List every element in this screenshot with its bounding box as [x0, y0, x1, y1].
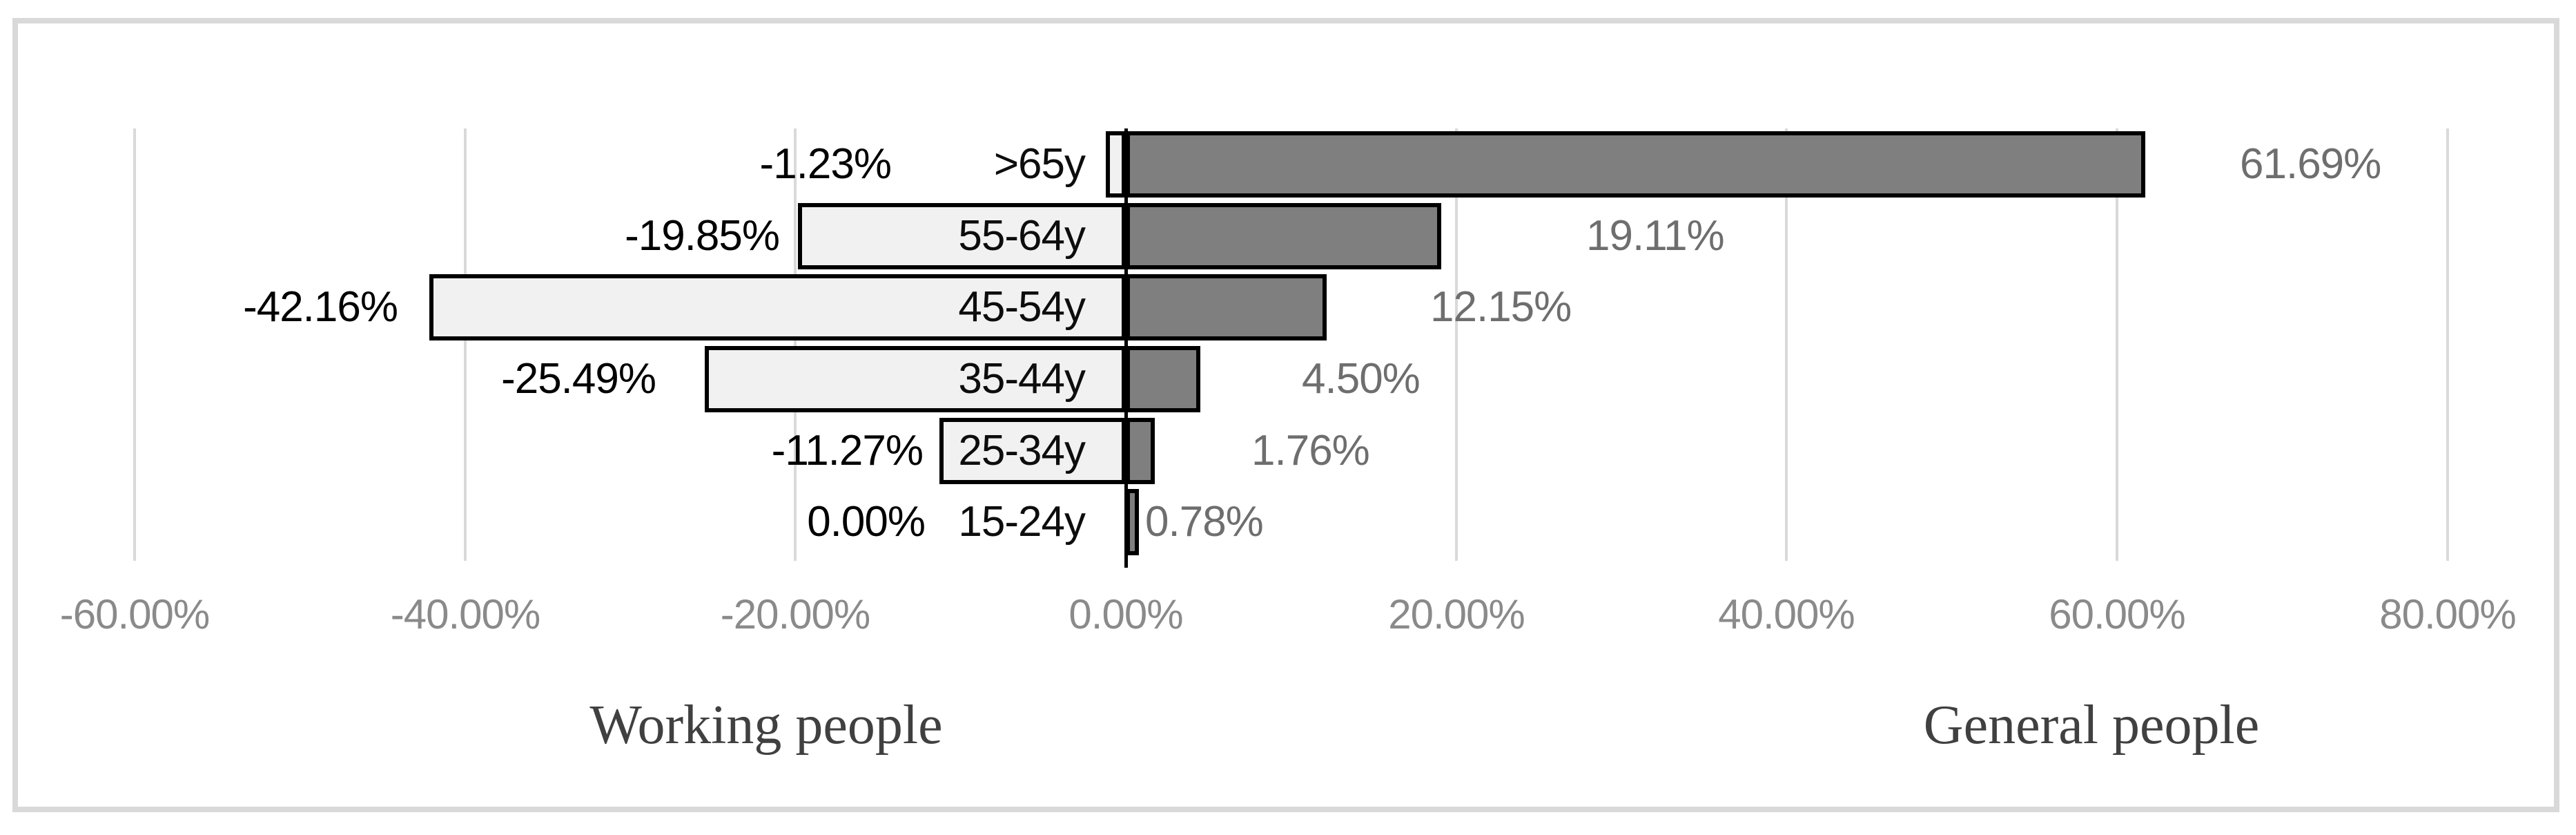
gridline--40 [464, 128, 467, 561]
bar-general-people-55-64y [1126, 203, 1441, 269]
gridline-20 [1455, 128, 1458, 561]
data-label-general-people-45-54y: 12.15% [1430, 283, 1572, 331]
x-tick-label-40: 40.00% [1718, 591, 1855, 637]
category-label-15-24y: 15-24y [958, 498, 1086, 546]
data-label-general-people-35-44y: 4.50% [1302, 355, 1421, 403]
bar-working-people-45-54y [429, 274, 1126, 340]
bar-working-people-gt65y [1106, 131, 1126, 198]
data-label-general-people-gt65y: 61.69% [2240, 140, 2381, 188]
x-tick-label-20: 20.00% [1388, 591, 1525, 637]
data-label-working-people-45-54y: -42.16% [243, 283, 398, 331]
category-label-35-44y: 35-44y [958, 355, 1086, 403]
category-label-55-64y: 55-64y [958, 212, 1086, 260]
x-tick-label-80: 80.00% [2379, 591, 2517, 637]
bar-general-people-gt65y [1126, 131, 2145, 198]
gridline-40 [1785, 128, 1788, 561]
category-label-gt65y: >65y [993, 140, 1086, 188]
bar-working-people-35-44y [705, 346, 1126, 412]
gridline--60 [133, 128, 136, 561]
bar-general-people-25-34y [1126, 418, 1155, 484]
data-label-working-people-35-44y: -25.49% [501, 355, 656, 403]
category-label-25-34y: 25-34y [958, 427, 1086, 474]
category-label-45-54y: 45-54y [958, 283, 1086, 331]
x-tick-label--40: -40.00% [390, 591, 540, 637]
axis-title-general-people: General people [1923, 695, 2260, 756]
bar-general-people-45-54y [1126, 274, 1327, 340]
gridline-80 [2446, 128, 2449, 561]
axis-title-working-people: Working people [589, 695, 943, 756]
gridline--20 [794, 128, 797, 561]
data-label-working-people-55-64y: -19.85% [625, 212, 780, 260]
x-tick-label-60: 60.00% [2049, 591, 2186, 637]
gridline-60 [2116, 128, 2118, 561]
bar-general-people-15-24y [1126, 489, 1139, 555]
bar-working-people-25-34y [939, 418, 1126, 484]
data-label-general-people-55-64y: 19.11% [1586, 212, 1725, 260]
bar-working-people-55-64y [798, 203, 1126, 269]
bar-general-people-35-44y [1126, 346, 1200, 412]
data-label-general-people-25-34y: 1.76% [1251, 427, 1370, 474]
x-tick-label-0: 0.00% [1069, 591, 1183, 637]
data-label-working-people-15-24y: 0.00% [807, 498, 926, 546]
x-tick-label--60: -60.00% [59, 591, 210, 637]
data-label-working-people-25-34y: -11.27% [771, 427, 924, 474]
data-label-working-people-gt65y: -1.23% [759, 140, 892, 188]
x-tick-label--20: -20.00% [720, 591, 870, 637]
data-label-general-people-15-24y: 0.78% [1145, 498, 1264, 546]
